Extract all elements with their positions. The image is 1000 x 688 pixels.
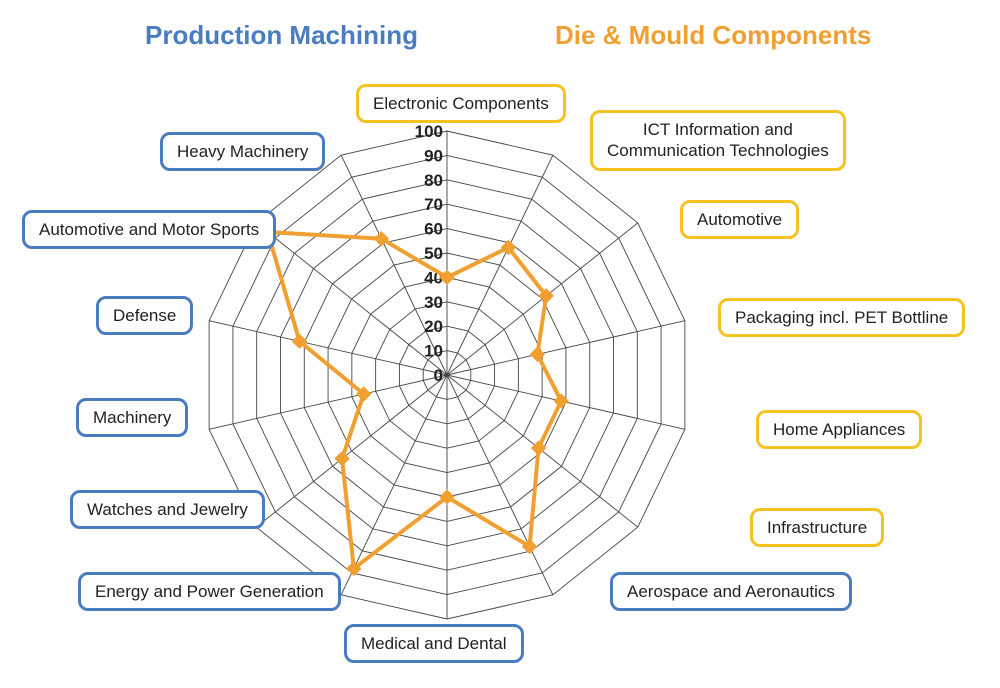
axis-label: Packaging incl. PET Bottline (718, 298, 965, 337)
data-marker (335, 452, 349, 466)
axis-label: Automotive (680, 200, 799, 239)
axis-label: Heavy Machinery (160, 132, 325, 171)
ring-label: 90 (424, 146, 443, 165)
axis-label: Energy and Power Generation (78, 572, 341, 611)
axis-label: Machinery (76, 398, 188, 437)
axis-label: Home Appliances (756, 410, 922, 449)
ring-label: 80 (424, 171, 443, 190)
axis-label: Infrastructure (750, 508, 884, 547)
axis-label: Defense (96, 296, 193, 335)
axis-label: ICT Information and Communication Techno… (590, 110, 846, 171)
axis-label: Automotive and Motor Sports (22, 210, 276, 249)
grid-spoke (256, 223, 447, 375)
ring-label: 10 (424, 342, 443, 361)
ring-label: 70 (424, 195, 443, 214)
data-polygon (268, 232, 562, 568)
axis-label: Medical and Dental (344, 624, 524, 663)
axis-label: Aerospace and Aeronautics (610, 572, 852, 611)
ring-label: 60 (424, 220, 443, 239)
ring-label: 100 (415, 122, 443, 141)
axis-label: Watches and Jewelry (70, 490, 265, 529)
axis-label: Electronic Components (356, 84, 566, 123)
data-marker (532, 441, 546, 455)
ring-label: 20 (424, 317, 443, 336)
grid-spoke (256, 375, 447, 527)
ring-label: 50 (424, 244, 443, 263)
ring-label: 30 (424, 293, 443, 312)
ring-label: 0 (434, 366, 443, 385)
